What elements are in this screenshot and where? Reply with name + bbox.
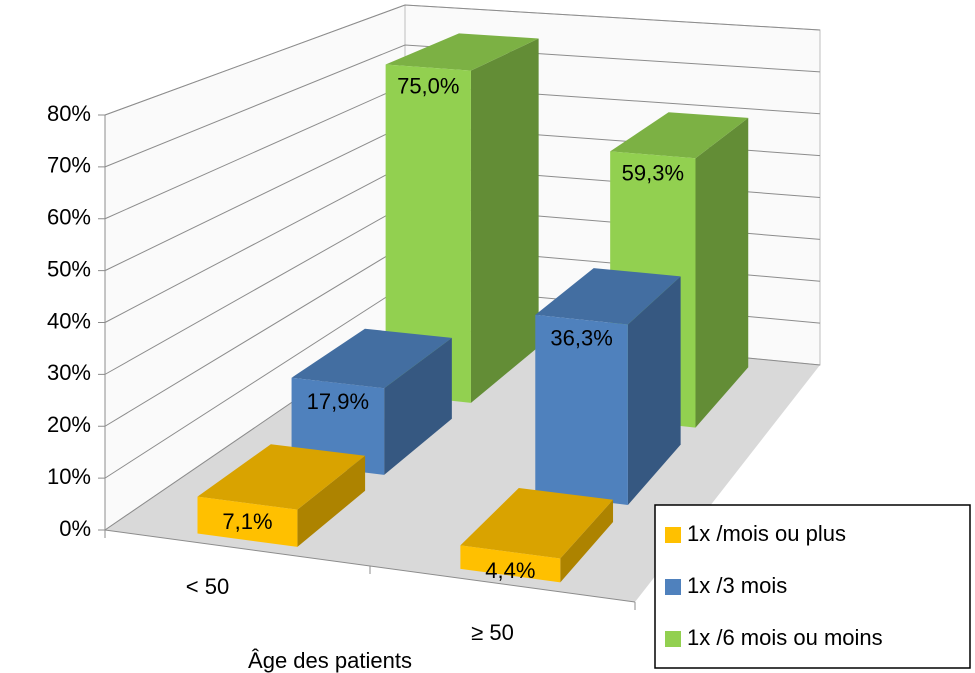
y-tick-label: 80%: [47, 101, 91, 126]
y-tick-label: 60%: [47, 205, 91, 230]
grid-line: [104, 44, 821, 168]
legend-box: [654, 504, 971, 669]
data-label: 75,0%: [397, 73, 459, 98]
legend-swatch: [665, 631, 681, 647]
x-axis-title: Âge des patients: [248, 648, 412, 673]
bar-top: [197, 444, 366, 510]
bar-side: [627, 276, 681, 505]
bar-side: [297, 455, 366, 547]
legend-swatch: [665, 579, 681, 595]
bar: 4,4%: [460, 488, 614, 583]
bar-top: [460, 488, 614, 559]
bar: 36,3%: [535, 268, 681, 505]
legend-swatch: [665, 527, 681, 543]
bar-top: [610, 112, 749, 159]
y-tick-label: 20%: [47, 412, 91, 437]
bar: 7,1%: [197, 444, 366, 547]
bar-side: [560, 499, 614, 583]
data-label: 36,3%: [550, 325, 612, 350]
bar-side: [470, 38, 539, 403]
bar-front: [535, 314, 628, 505]
y-tick-label: 50%: [47, 256, 91, 281]
bar-top: [535, 268, 681, 325]
legend-label: 1x /mois ou plus: [687, 521, 846, 546]
legend-label: 1x /3 mois: [687, 573, 787, 598]
y-tick-label: 30%: [47, 360, 91, 385]
bar: 17,9%: [291, 328, 452, 475]
y-tick-label: 0%: [59, 516, 91, 541]
bar-top: [385, 33, 539, 71]
x-tick-label: < 50: [186, 574, 229, 599]
bar-side: [695, 117, 749, 428]
data-label: 4,4%: [485, 558, 535, 583]
x-tick-label: ≥ 50: [471, 620, 514, 645]
bar-top: [291, 328, 452, 389]
y-tick-label: 70%: [47, 153, 91, 178]
y-tick-label: 10%: [47, 464, 91, 489]
legend-label: 1x /6 mois ou moins: [687, 625, 883, 650]
data-label: 59,3%: [622, 161, 684, 186]
bar-front: [197, 496, 298, 547]
data-label: 7,1%: [222, 509, 272, 534]
bar-front: [385, 64, 471, 403]
bar-side: [384, 337, 452, 475]
bar: 75,0%: [385, 33, 539, 403]
data-label: 17,9%: [307, 389, 369, 414]
bar-front: [460, 545, 561, 583]
y-tick-label: 40%: [47, 308, 91, 333]
grid-line: [104, 4, 821, 116]
